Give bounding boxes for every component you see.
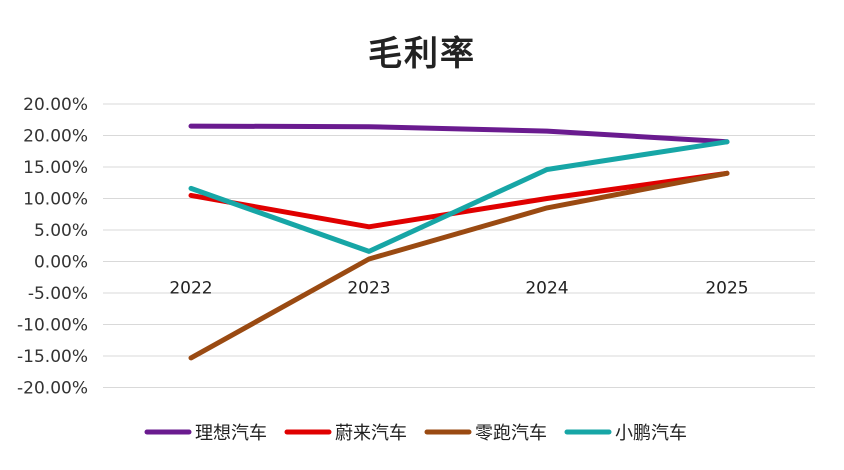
series-line-0 [188, 123, 730, 145]
y-tick-label: 0.00% [34, 253, 88, 273]
legend-label-0: 理想汽车 [195, 423, 267, 444]
y-tick-label: -10.00% [17, 316, 88, 336]
legend: 理想汽车 蔚来汽车 零跑汽车 小鹏汽车 [144, 423, 687, 444]
series-line-2 [188, 170, 730, 361]
y-tick-label: -15.00% [17, 347, 88, 367]
y-tick-label: 20.00% [23, 95, 88, 115]
y-tick-label: -20.00% [17, 379, 88, 399]
legend-label-1: 蔚来汽车 [335, 423, 407, 444]
y-tick-label: 15.00% [23, 158, 88, 178]
y-tick-label: 20.00% [23, 127, 88, 147]
legend-label-2: 零跑汽车 [475, 423, 547, 444]
legend-label-3: 小鹏汽车 [615, 423, 687, 444]
grid-layer [103, 103, 815, 388]
chart-title: 毛利率 [368, 34, 476, 74]
x-axis-ticks: 2022 2023 2024 2025 [169, 279, 748, 299]
y-tick-label: 5.00% [34, 221, 88, 241]
x-tick-label: 2022 [169, 279, 212, 299]
y-tick-label: -5.00% [28, 284, 88, 304]
series-line-3 [188, 139, 730, 254]
y-axis-ticks: 20.00% 20.00% 15.00% 10.00% 5.00% 0.00% -5.00%… [17, 95, 88, 399]
y-tick-label: 10.00% [23, 190, 88, 210]
series-layer [188, 123, 730, 361]
x-tick-label: 2023 [347, 279, 390, 299]
x-tick-label: 2024 [525, 279, 568, 299]
x-tick-label: 2025 [705, 279, 748, 299]
